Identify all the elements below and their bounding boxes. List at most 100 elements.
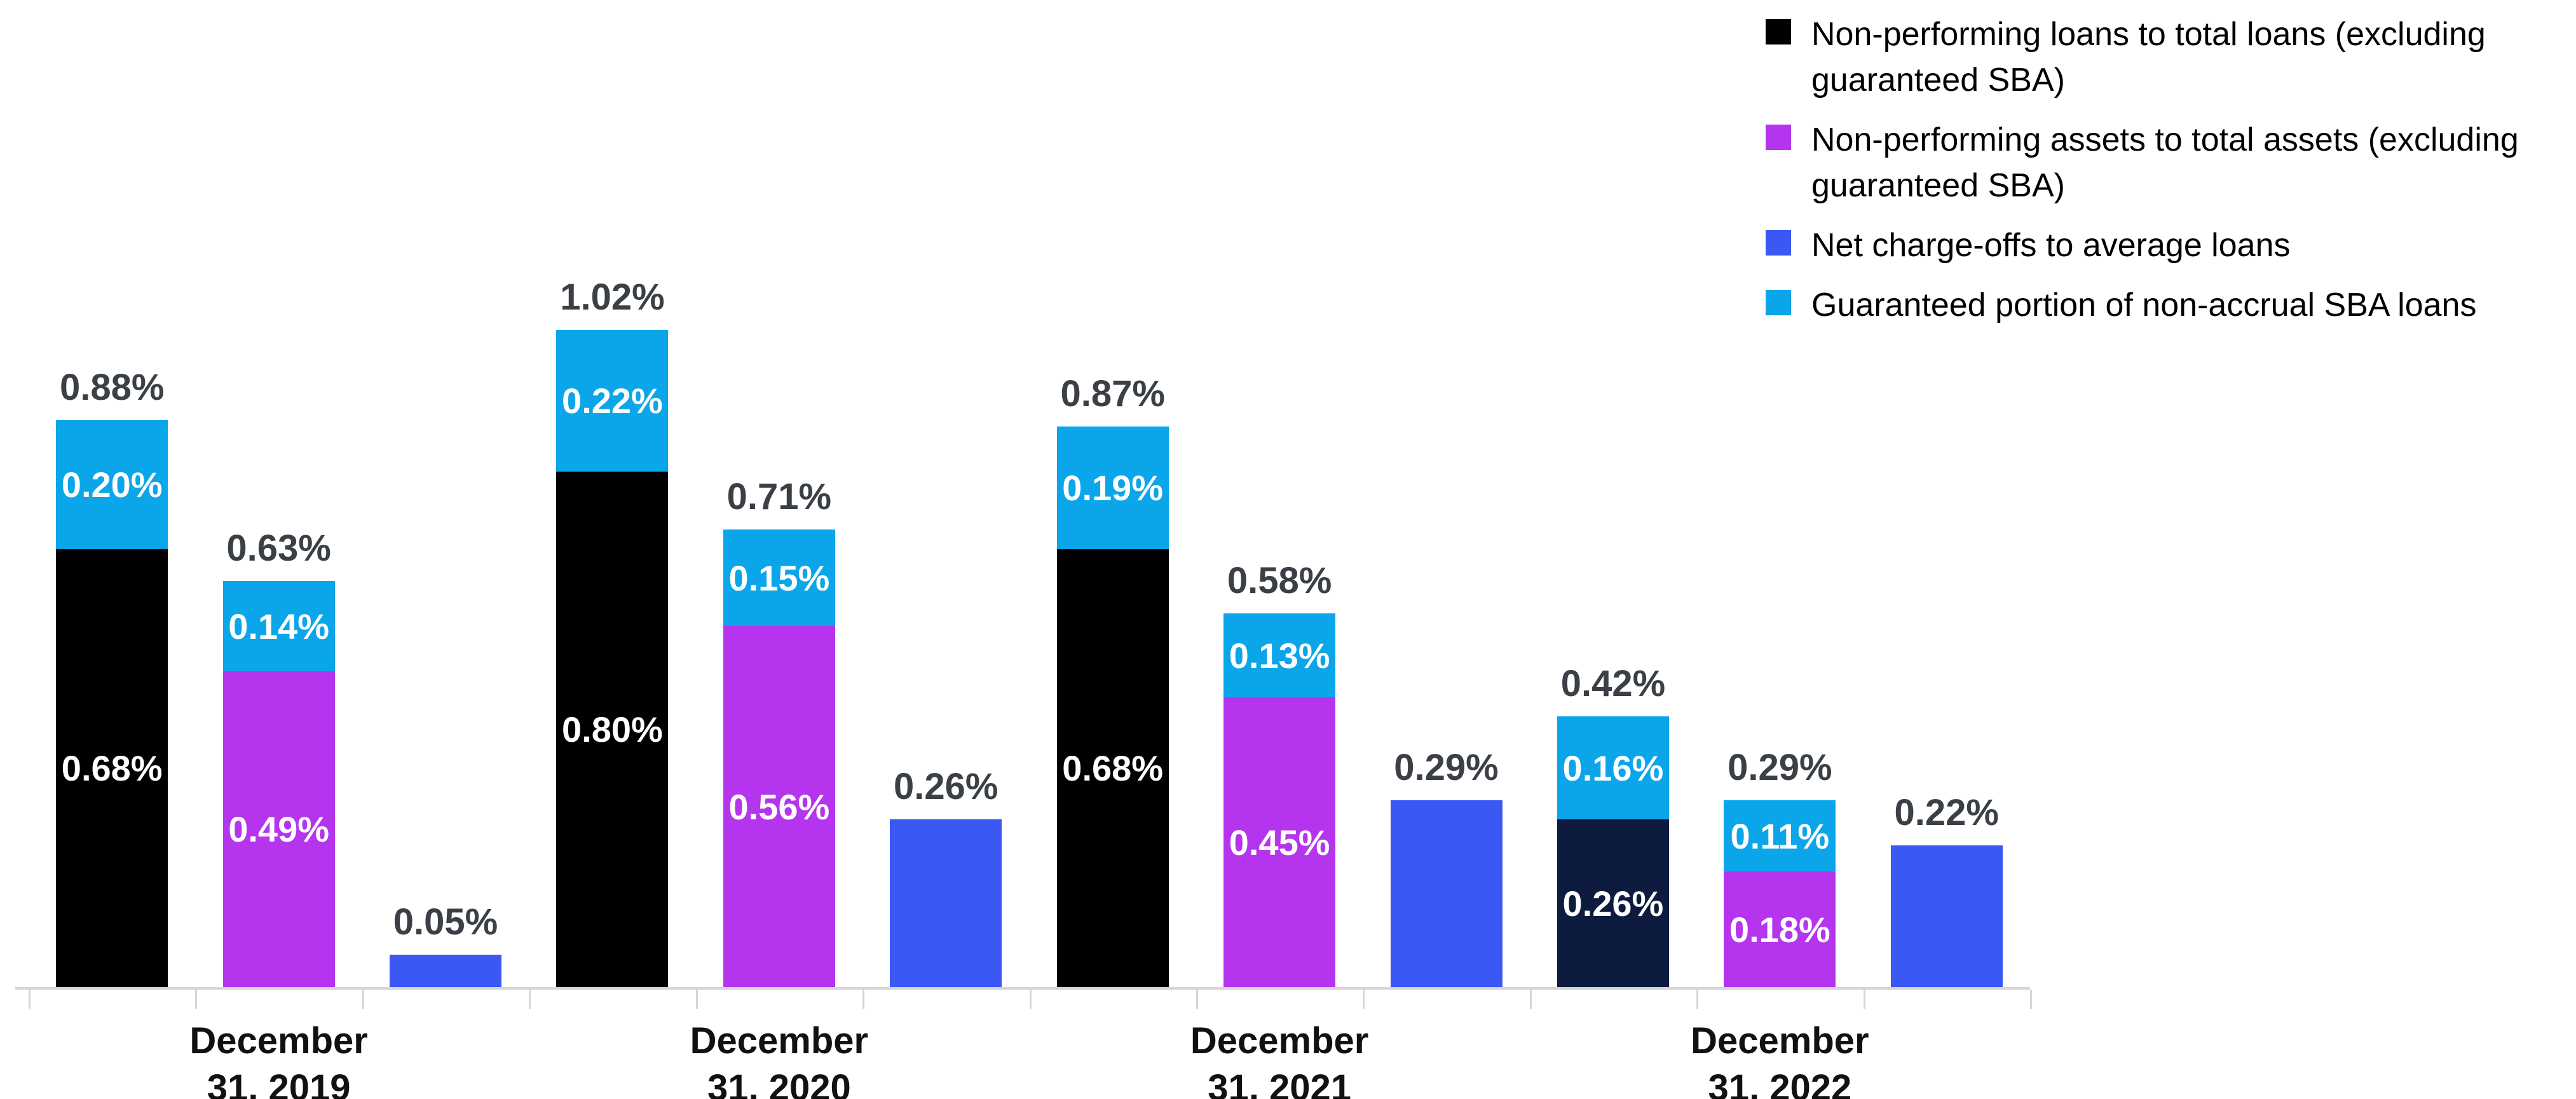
bar-segment: 0.26% [1557, 819, 1669, 987]
legend-label-line: Net charge-offs to average loans [1811, 227, 2291, 264]
x-axis-tick [529, 990, 531, 1009]
segment-value-label: 0.11% [1730, 816, 1830, 856]
stacked-bar [1390, 800, 1503, 987]
legend-label-line: Non-performing loans to total loans (exc… [1811, 16, 2486, 53]
bar-segment [1890, 845, 2003, 987]
segment-value-label: 0.16% [1562, 747, 1664, 788]
stacked-bar: 0.14% 0.49% [222, 581, 335, 987]
bar-segment: 0.15% [723, 529, 835, 626]
legend: Non-performing loans to total loans (exc… [1766, 11, 2519, 328]
legend-item: Non-performing assets to total assets (e… [1766, 117, 2519, 208]
bar-segment: 0.45% [1223, 697, 1336, 987]
bar-segment: 0.11% [1724, 800, 1836, 871]
x-axis-category-line: 31, 2019 [207, 1067, 351, 1099]
bar-segment: 0.16% [1557, 716, 1669, 819]
segment-value-label: 0.68% [1062, 748, 1164, 788]
x-axis-category-line: 31, 2021 [1208, 1067, 1352, 1099]
x-axis-tick [1863, 990, 1865, 1009]
segment-value-label: 0.49% [228, 809, 330, 849]
stacked-bar: 0.16% 0.26% [1557, 716, 1669, 987]
bar-segment: 0.68% [1056, 549, 1169, 987]
bar-segment: 0.14% [222, 581, 335, 671]
segment-value-label: 0.68% [61, 748, 163, 788]
legend-swatch-icon [1766, 125, 1791, 150]
bar-total-label: 0.22% [1894, 792, 2000, 833]
legend-item-label: Net charge-offs to average loans [1811, 222, 2291, 268]
bar-segment: 0.49% [222, 671, 335, 987]
legend-item: Guaranteed portion of non-accrual SBA lo… [1766, 282, 2519, 328]
x-axis-tick [1196, 990, 1198, 1009]
bar-total-label: 0.29% [1394, 747, 1499, 788]
bar-segment [1390, 800, 1503, 987]
bar-total-label: 0.29% [1728, 747, 1832, 788]
x-axis-line [15, 987, 2030, 990]
stacked-bar [1890, 845, 2003, 987]
x-axis-tick [2030, 990, 2032, 1009]
bar-segment [390, 955, 502, 987]
legend-label-line: guaranteed SBA) [1811, 167, 2065, 204]
stacked-bar [390, 955, 502, 987]
segment-value-label: 0.15% [728, 557, 830, 598]
legend-label-line: Guaranteed portion of non-accrual SBA lo… [1811, 287, 2477, 324]
segment-value-label: 0.22% [562, 381, 663, 421]
bar-segment: 0.20% [56, 420, 168, 549]
x-axis-tick [1529, 990, 1532, 1009]
x-axis-tick [1696, 990, 1699, 1009]
segment-value-label: 0.19% [1062, 468, 1164, 508]
stacked-bar: 0.22% 0.80% [556, 330, 669, 987]
legend-item-label: Guaranteed portion of non-accrual SBA lo… [1811, 282, 2476, 328]
x-axis-category-line: December [690, 1020, 869, 1061]
legend-swatch-icon [1766, 290, 1791, 315]
legend-item: Non-performing loans to total loans (exc… [1766, 11, 2519, 103]
bar-total-label: 0.88% [59, 367, 165, 408]
segment-value-label: 0.56% [728, 786, 830, 827]
stacked-bar: 0.20% 0.68% [56, 420, 168, 987]
stacked-bar: 0.15% 0.56% [723, 529, 835, 987]
x-axis-tick [362, 990, 364, 1009]
bar-segment: 0.19% [1056, 427, 1169, 549]
x-axis-tick [695, 990, 698, 1009]
legend-swatch-icon [1766, 230, 1791, 256]
stacked-bar [890, 819, 1002, 987]
legend-item: Net charge-offs to average loans [1766, 222, 2519, 268]
x-axis-category-line: December [189, 1020, 368, 1061]
segment-value-label: 0.13% [1229, 635, 1330, 676]
legend-item-label: Non-performing loans to total loans (exc… [1811, 11, 2486, 103]
x-axis-category-line: December [1691, 1020, 1869, 1061]
segment-value-label: 0.80% [562, 709, 663, 749]
x-axis-tick [1363, 990, 1365, 1009]
bar-total-label: 0.26% [894, 766, 998, 807]
x-axis-category-line: December [1190, 1020, 1369, 1061]
stacked-bar: 0.19% 0.68% [1056, 427, 1169, 987]
x-axis-category-label: December 31, 2022 [1691, 1018, 1869, 1099]
legend-swatch-icon [1766, 19, 1791, 44]
bar-segment: 0.18% [1724, 871, 1836, 987]
x-axis-category-label: December 31, 2020 [690, 1018, 868, 1099]
x-axis-tick [195, 990, 198, 1009]
bar-segment [890, 819, 1002, 987]
bar-total-label: 0.63% [226, 528, 331, 569]
legend-label-line: guaranteed SBA) [1811, 62, 2065, 99]
segment-value-label: 0.14% [228, 606, 330, 646]
bar-total-label: 1.02% [560, 276, 665, 318]
segment-value-label: 0.45% [1229, 822, 1330, 863]
x-axis-category-line: 31, 2020 [707, 1067, 851, 1099]
x-axis-tick [862, 990, 865, 1009]
bar-total-label: 0.05% [393, 901, 498, 943]
bar-total-label: 0.42% [1560, 663, 1666, 704]
bar-segment: 0.68% [56, 549, 168, 987]
x-axis-category-line: 31, 2022 [1708, 1067, 1852, 1099]
legend-item-label: Non-performing assets to total assets (e… [1811, 117, 2519, 208]
bar-segment: 0.80% [556, 472, 669, 987]
x-axis-tick [1029, 990, 1032, 1009]
bar-total-label: 0.58% [1227, 560, 1332, 601]
stacked-bar: 0.13% 0.45% [1223, 613, 1336, 987]
bar-total-label: 0.71% [726, 476, 832, 517]
legend-label-line: Non-performing assets to total assets (e… [1811, 121, 2519, 158]
bar-total-label: 0.87% [1060, 373, 1165, 414]
x-axis-tick [29, 990, 31, 1009]
segment-value-label: 0.26% [1562, 883, 1664, 924]
segment-value-label: 0.20% [61, 465, 163, 505]
bar-segment: 0.56% [723, 626, 835, 987]
